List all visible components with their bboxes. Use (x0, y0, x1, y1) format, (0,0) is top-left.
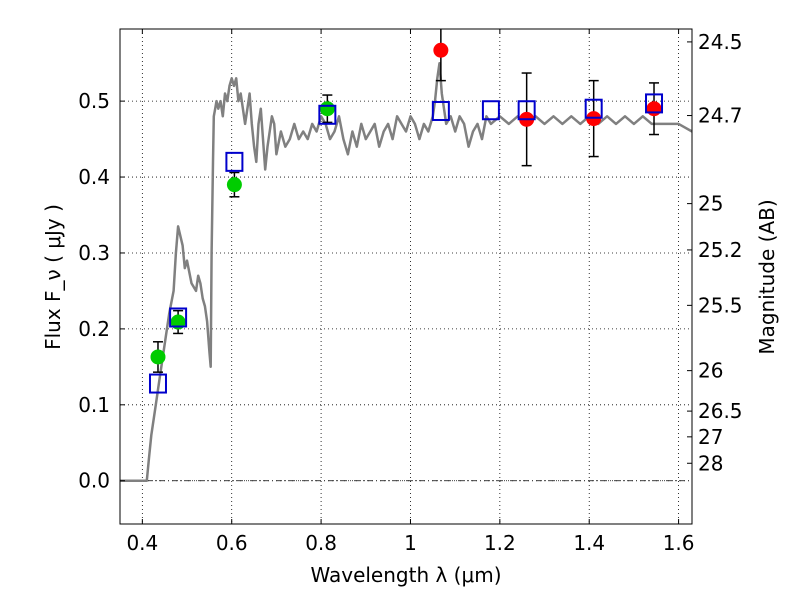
observed-data-point (319, 101, 335, 117)
right-tick-label: 25.5 (698, 293, 743, 317)
x-axis-title: Wavelength λ (μm) (310, 563, 501, 587)
right-tick-label: 27 (698, 425, 723, 449)
right-axis-title: Magnitude (AB) (755, 199, 779, 354)
observed-data-point (226, 177, 242, 193)
x-axis-ticks: 0.4 0.6 0.8 1 1.2 1.4 1.6 (126, 29, 695, 555)
model-photometry-square (318, 104, 337, 125)
x-tick-label: 1.6 (663, 531, 695, 555)
y-axis-ticks: 0.0 0.1 0.2 0.3 0.4 0.5 (78, 89, 125, 493)
marker-layer (148, 42, 664, 394)
right-tick-label: 26.5 (698, 399, 743, 423)
plot-background (120, 29, 692, 524)
right-tick-label: 24.5 (698, 30, 743, 54)
model-photometry-square (431, 100, 450, 121)
model-photometry-square (148, 373, 167, 394)
observed-data-point (433, 42, 449, 58)
model-photometry-square (517, 100, 536, 121)
x-tick-label: 1.2 (484, 531, 516, 555)
right-tick-label: 26 (698, 359, 723, 383)
x-tick-label: 0.4 (126, 531, 158, 555)
x-tick-label: 1 (404, 531, 417, 555)
model-photometry-square (584, 98, 603, 119)
right-tick-label: 25 (698, 192, 723, 216)
grid-layer (120, 29, 692, 524)
x-tick-label: 1.4 (573, 531, 605, 555)
observed-data-point (150, 349, 166, 365)
model-photometry-square (645, 93, 664, 114)
model-photometry-square (169, 307, 188, 328)
model-photometry-square (225, 151, 244, 172)
right-tick-label: 25.2 (698, 238, 743, 262)
observed-data-point (646, 101, 662, 117)
right-tick-label: 28 (698, 451, 723, 475)
y-tick-label: 0.3 (78, 241, 110, 265)
model-photometry-square (481, 100, 500, 121)
x-tick-label: 0.6 (216, 531, 248, 555)
x-tick-label: 0.8 (305, 531, 337, 555)
y-tick-label: 0.5 (78, 89, 110, 113)
y-tick-label: 0.1 (78, 393, 110, 417)
y-axis-title: Flux F_ν ( μJy ) (41, 204, 65, 350)
y-tick-label: 0.4 (78, 165, 110, 189)
y-tick-label: 0.2 (78, 317, 110, 341)
y-tick-label: 0.0 (78, 469, 110, 493)
right-tick-label: 24.7 (698, 104, 743, 128)
plot-frame (119, 28, 693, 525)
